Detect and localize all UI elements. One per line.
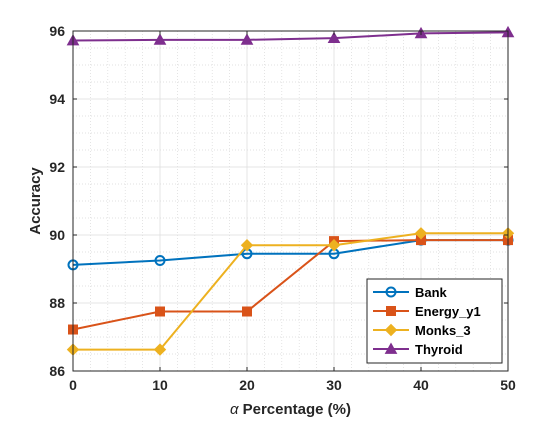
series-monks-3 — [66, 227, 515, 356]
legend-item-monks-3: Monks_3 — [373, 323, 471, 338]
series-line-energy-y1 — [72, 239, 508, 331]
data-point-energy-y1 — [155, 306, 165, 317]
y-tick-label: 92 — [49, 159, 65, 175]
legend-item-bank: Bank — [373, 285, 448, 300]
y-tick-label: 86 — [49, 363, 65, 379]
x-tick-label: 50 — [500, 377, 516, 393]
data-point-monks-3 — [414, 227, 428, 240]
legend-label-thyroid: Thyroid — [415, 342, 463, 357]
x-tick-label: 40 — [413, 377, 429, 393]
series-layer — [66, 25, 515, 356]
y-tick-label: 90 — [49, 227, 65, 243]
x-axis: 0 10 20 30 40 50 — [69, 31, 516, 393]
y-axis-label: Accuracy — [27, 167, 44, 235]
x-tick-label: 30 — [326, 377, 342, 393]
data-point-monks-3 — [240, 238, 254, 252]
data-point-bank — [154, 255, 166, 266]
series-line-thyroid — [72, 31, 509, 42]
legend-marker-thyroid — [384, 342, 398, 354]
axes-box — [72, 30, 509, 372]
data-point-thyroid — [153, 33, 167, 45]
x-tick-label: 0 — [69, 377, 77, 393]
legend-marker-energy-y1 — [386, 306, 396, 316]
legend-marker-monks-3 — [384, 323, 398, 337]
y-tick-label: 96 — [49, 23, 65, 39]
legend-item-energy-y1: Energy_y1 — [373, 304, 481, 319]
x-tick-label: 10 — [152, 377, 168, 393]
x-axis-label: α Percentage (%) — [230, 401, 351, 418]
x-tick-label: 20 — [239, 377, 255, 393]
y-axis: 86 88 90 92 94 96 — [49, 23, 508, 379]
legend: Bank Energy_y1 Monks_3 Thyroid — [366, 278, 503, 364]
series-line-monks-3 — [73, 232, 508, 351]
data-point-monks-3 — [327, 238, 341, 252]
legend-item-thyroid: Thyroid — [373, 342, 463, 357]
x-axis-label-text: Percentage (%) — [243, 401, 351, 418]
legend-label-monks-3: Monks_3 — [415, 323, 471, 338]
y-tick-label: 88 — [49, 295, 65, 311]
legend-label-energy-y1: Energy_y1 — [415, 304, 481, 319]
data-point-energy-y1 — [242, 306, 252, 317]
data-point-thyroid — [327, 31, 341, 44]
data-point-thyroid — [240, 33, 254, 45]
legend-marker-bank — [385, 286, 397, 298]
data-point-monks-3 — [153, 343, 167, 356]
x-axis-label-symbol: α — [230, 401, 239, 418]
legend-label-bank: Bank — [415, 285, 448, 300]
y-tick-label: 94 — [49, 91, 65, 107]
